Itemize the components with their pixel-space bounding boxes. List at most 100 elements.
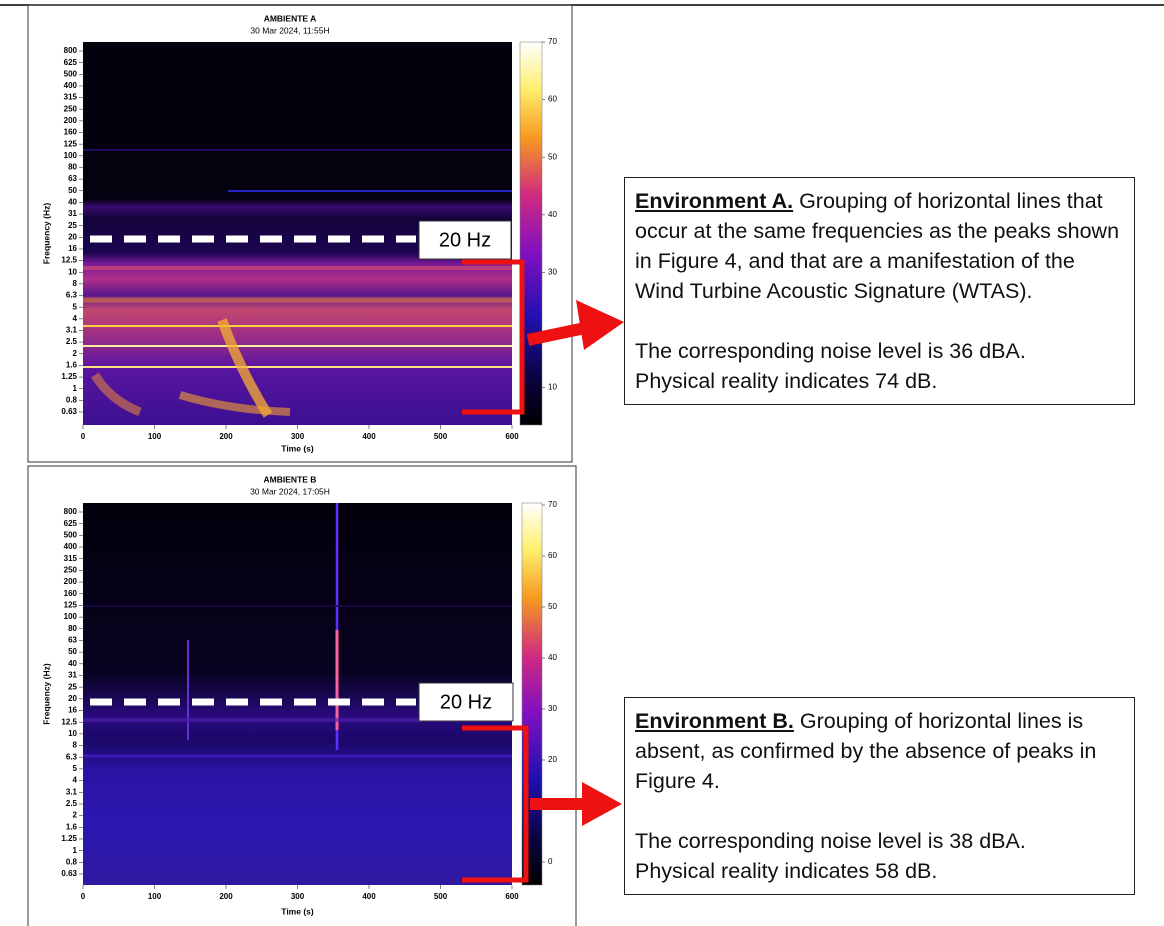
- colorbar-label: 0: [548, 857, 553, 866]
- y-tick-label: 20: [68, 694, 77, 703]
- marker-label: 20 Hz: [440, 691, 492, 713]
- colorbar-label: 10: [548, 383, 557, 392]
- y-tick-label: 40: [68, 197, 77, 206]
- colorbar: [519, 41, 543, 426]
- y-tick-label: 1.6: [66, 361, 78, 370]
- y-tick-label: 20: [68, 232, 77, 241]
- y-tick-label: 5: [73, 302, 78, 311]
- note-text: Environment B. Grouping of horizontal li…: [635, 706, 1124, 796]
- y-tick-label: 625: [64, 58, 78, 67]
- note-body: Grouping of horizontal lines is absent, …: [635, 709, 1097, 793]
- figure-title: AMBIENTE A: [264, 13, 317, 23]
- y-tick-label: 2: [73, 811, 78, 820]
- y-tick-label: 25: [68, 682, 77, 691]
- y-tick-label: 200: [64, 577, 78, 586]
- y-axis-title: Frequency (Hz): [41, 663, 51, 725]
- note-body: Grouping of horizontal lines that occur …: [635, 189, 1120, 303]
- y-tick-label: 8: [73, 279, 78, 288]
- x-tick-label: 600: [505, 432, 519, 441]
- y-tick-label: 500: [64, 530, 78, 539]
- note-heading: Environment A.: [635, 189, 794, 213]
- figure-title: AMBIENTE B: [264, 474, 317, 484]
- note-heading: Environment B.: [635, 709, 794, 733]
- note-text: Environment A. Grouping of horizontal li…: [635, 186, 1124, 306]
- y-tick-label: 16: [68, 706, 77, 715]
- y-tick-label: 1.25: [61, 372, 77, 381]
- y-tick-label: 0.8: [66, 857, 78, 866]
- noise-level: The corresponding noise level is 36 dBA.: [635, 339, 1026, 363]
- y-tick-label: 31: [68, 671, 77, 680]
- colorbar-label: 70: [548, 37, 557, 46]
- y-tick-label: 25: [68, 221, 77, 230]
- y-tick-label: 100: [64, 612, 78, 621]
- x-tick-label: 300: [291, 892, 305, 901]
- x-tick-label: 0: [81, 432, 86, 441]
- y-tick-label: 1.6: [66, 822, 78, 831]
- y-tick-label: 0.8: [66, 395, 78, 404]
- y-tick-label: 8: [73, 741, 78, 750]
- physical-reality: Physical reality indicates 58 dB.: [635, 859, 938, 883]
- y-tick-label: 12.5: [61, 717, 77, 726]
- x-tick-label: 200: [219, 432, 233, 441]
- y-tick-label: 125: [64, 601, 78, 610]
- y-tick-label: 12.5: [61, 256, 77, 265]
- y-tick-label: 50: [68, 647, 77, 656]
- arrow: [526, 300, 624, 826]
- y-tick-label: 80: [68, 624, 77, 633]
- colorbar-label: 40: [548, 653, 557, 662]
- figure-subtitle: 30 Mar 2024, 17:05H: [250, 486, 330, 496]
- x-tick-label: 200: [219, 892, 233, 901]
- y-tick-label: 160: [64, 589, 78, 598]
- x-tick-label: 600: [505, 892, 519, 901]
- y-tick-label: 2.5: [66, 337, 78, 346]
- marker-label: 20 Hz: [439, 229, 491, 251]
- x-tick-label: 400: [362, 432, 376, 441]
- colorbar-label: 40: [548, 210, 557, 219]
- marker-box: [418, 220, 512, 260]
- y-tick-label: 400: [64, 81, 78, 90]
- colorbar-label: 30: [548, 704, 557, 713]
- colorbar-label: 70: [548, 500, 557, 509]
- y-tick-label: 315: [64, 93, 78, 102]
- y-tick-label: 2: [73, 349, 78, 358]
- y-tick-label: 200: [64, 116, 78, 125]
- y-tick-label: 6.3: [66, 291, 78, 300]
- y-tick-label: 40: [68, 659, 77, 668]
- x-tick-label: 500: [434, 432, 448, 441]
- y-tick-label: 0.63: [61, 407, 77, 416]
- y-tick-label: 1: [73, 384, 78, 393]
- y-tick-label: 250: [64, 565, 78, 574]
- y-axis-title: Frequency (Hz): [41, 203, 51, 265]
- y-tick-label: 63: [68, 636, 77, 645]
- y-tick-label: 10: [68, 267, 77, 276]
- colorbar-label: 60: [548, 95, 557, 104]
- note-box: Environment A. Grouping of horizontal li…: [624, 177, 1135, 405]
- y-tick-label: 315: [64, 554, 78, 563]
- y-tick-label: 5: [73, 764, 78, 773]
- y-tick-label: 625: [64, 519, 78, 528]
- figure-frame: [27, 465, 577, 926]
- x-tick-label: 100: [148, 892, 162, 901]
- y-tick-label: 63: [68, 174, 77, 183]
- y-tick-label: 2.5: [66, 799, 78, 808]
- figure-frame: [27, 4, 573, 463]
- noise-level: The corresponding noise level is 38 dBA.: [635, 829, 1026, 853]
- x-tick-label: 500: [434, 892, 448, 901]
- y-tick-label: 500: [64, 69, 78, 78]
- bracket: [462, 259, 529, 883]
- colorbar-label: 20: [548, 755, 557, 764]
- x-tick-label: 400: [362, 892, 376, 901]
- y-tick-label: 800: [64, 46, 78, 55]
- y-tick-label: 80: [68, 163, 77, 172]
- y-tick-label: 16: [68, 244, 77, 253]
- y-tick-label: 0.63: [61, 869, 77, 878]
- y-tick-label: 4: [73, 314, 78, 323]
- y-tick-label: 125: [64, 139, 78, 148]
- y-tick-label: 6.3: [66, 752, 78, 761]
- y-tick-label: 1: [73, 846, 78, 855]
- y-tick-label: 50: [68, 186, 77, 195]
- y-tick-label: 4: [73, 776, 78, 785]
- colorbar-label: 60: [548, 551, 557, 560]
